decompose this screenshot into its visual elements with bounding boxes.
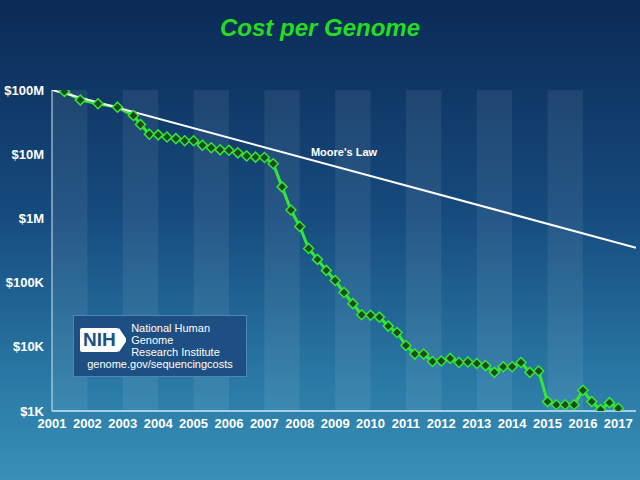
svg-text:$10M: $10M — [11, 147, 44, 162]
svg-text:2009: 2009 — [321, 416, 350, 431]
svg-text:2008: 2008 — [285, 416, 314, 431]
svg-text:2017: 2017 — [604, 416, 632, 431]
html-text:Cost per Genome: Cost per Genome — [220, 14, 420, 41]
svg-text:2010: 2010 — [356, 416, 385, 431]
svg-text:2001: 2001 — [37, 416, 67, 432]
html-text:genome.gov/sequencingcosts: genome.gov/sequencingcosts — [87, 358, 233, 370]
svg-text:$100K: $100K — [8, 275, 45, 290]
svg-text:2005: 2005 — [179, 416, 208, 431]
svg-text:2011: 2011 — [392, 416, 420, 431]
svg-text:2004: 2004 — [144, 416, 174, 431]
svg-text:Moore's Law: Moore's Law — [311, 146, 378, 158]
html-text:NIH: NIH — [83, 329, 116, 350]
svg-text:2007: 2007 — [250, 416, 279, 431]
svg-text:2015: 2015 — [533, 416, 562, 431]
svg-text:2016: 2016 — [568, 416, 597, 431]
svg-text:$10K: $10K — [13, 339, 45, 354]
svg-text:2002: 2002 — [73, 416, 102, 431]
svg-text:2014: 2014 — [498, 416, 528, 431]
svg-text:$1M: $1M — [19, 211, 44, 226]
html-text:National Human Genome: National Human Genome — [131, 322, 210, 346]
svg-text:2013: 2013 — [462, 416, 491, 431]
svg-text:2006: 2006 — [215, 416, 244, 431]
svg-text:$100M: $100M — [8, 83, 44, 98]
svg-text:2003: 2003 — [108, 416, 137, 431]
html-text:Research Institute: Research Institute — [131, 346, 220, 358]
svg-text:$1K: $1K — [20, 404, 44, 419]
svg-text:2012: 2012 — [427, 416, 456, 431]
